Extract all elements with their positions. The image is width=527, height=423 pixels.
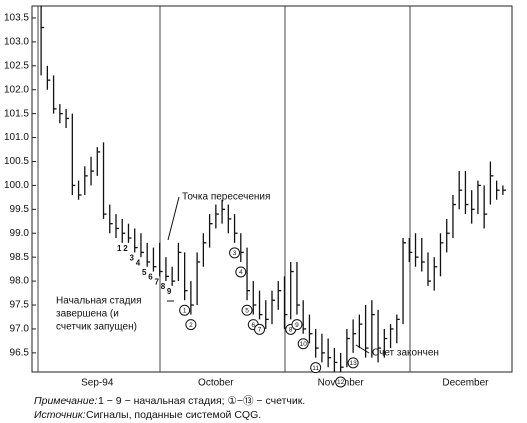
countdown-circle [254,323,266,335]
setup-count: 3 [129,254,134,263]
y-tick-label: 103.5 [4,13,29,24]
setup-count: 6 [148,273,153,282]
countdown-count: 3 [233,250,237,257]
y-tick-label: 99.5 [10,204,30,215]
countdown-circle [179,304,191,316]
y-tick-label: 100.0 [4,180,29,191]
countdown-circle [229,247,241,259]
setup-count: 2 [123,244,128,253]
x-tick-label: Sep-94 [81,378,114,389]
countdown-count: 5 [245,307,249,314]
setup-count: 8 [161,282,166,291]
annotation: счетчик запущен) [56,322,137,333]
y-tick-label: 101.0 [4,132,29,143]
annotation: Начальная стадия [56,296,142,307]
countdown-circle [335,376,347,388]
setup-count: 1 [117,244,122,253]
countdown-count: 13 [350,360,358,367]
countdown-circle [185,319,197,331]
countdown-count: 11 [312,365,319,372]
y-tick-label: 98.5 [10,252,30,263]
annotation-arrow [167,196,180,241]
countdown-count: 4 [239,269,243,276]
countdown-circle [297,338,309,350]
countdown-count: 8 [289,327,293,334]
x-tick-label: October [198,378,234,389]
annotation: Точка пересечения [182,192,270,203]
setup-count: 7 [154,277,159,286]
note-text: 1 − 9 − начальная стадия; ①−⑬ − счетчик. [98,395,305,407]
annotation-arrow [355,344,370,354]
y-tick-label: 103.0 [4,37,29,48]
y-tick-label: 102.5 [4,60,29,71]
countdown-circle [310,362,322,374]
annotation: завершена (и [56,309,119,320]
setup-count: 4 [136,258,141,267]
countdown-count: 12 [337,379,345,386]
countdown-count: 6 [251,322,255,329]
note-label: Примечание: [34,395,97,407]
setup-count: 5 [142,268,147,277]
y-tick-label: 99.0 [10,228,30,239]
countdown-count: 1 [183,307,187,314]
y-tick-label: 96.5 [10,348,30,359]
countdown-circle [241,304,253,316]
plot-frame [31,5,513,373]
countdown-circle [235,266,247,278]
countdown-count: 10 [300,341,308,348]
source-label: Источник: [34,409,86,421]
source-text: Сигналы, поданные системой CQG. [86,409,261,421]
y-tick-label: 102.0 [4,84,29,95]
y-tick-label: 100.5 [4,156,29,167]
y-tick-label: 97.5 [10,300,30,311]
annotation: Счет закончен [372,348,439,359]
countdown-count: 7 [258,327,262,334]
countdown-circle [347,357,359,369]
countdown-circle [291,319,303,331]
y-tick-label: 97.0 [10,324,30,335]
x-tick-label: December [442,378,489,389]
countdown-count: 2 [189,322,193,329]
countdown-count: 9 [295,322,299,329]
y-tick-label: 101.5 [4,108,29,119]
y-tick-label: 98.0 [10,276,30,287]
setup-count: 9 [167,287,172,296]
